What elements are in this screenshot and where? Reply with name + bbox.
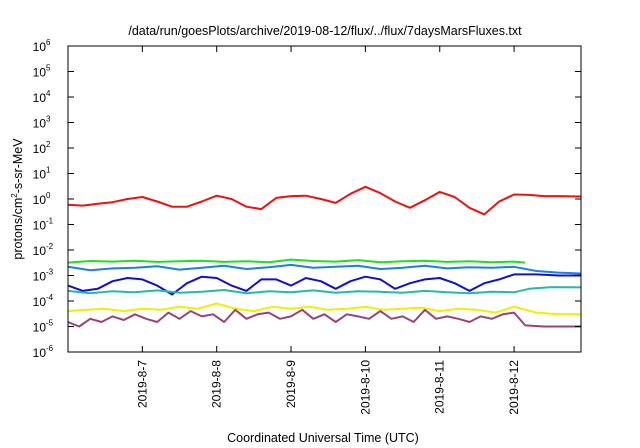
y-tick-label: 103 <box>33 115 51 131</box>
y-tick-label: 105 <box>33 64 51 80</box>
y-tick-label: 10-3 <box>33 268 54 284</box>
y-tick-exp: -6 <box>46 344 54 353</box>
y-tick-label: 10-5 <box>33 319 54 335</box>
series-line-4 <box>67 286 582 295</box>
y-tick-label: 102 <box>33 140 51 156</box>
series-line-1 <box>67 258 526 264</box>
y-tick-exp: 5 <box>46 64 51 73</box>
y-tick-exp: -4 <box>46 293 54 302</box>
y-tick-base: 10 <box>33 91 47 105</box>
y-tick-base: 10 <box>33 321 47 335</box>
y-tick-base: 10 <box>33 117 47 131</box>
y-tick-exp: 3 <box>46 115 51 124</box>
x-tick-label: 2019-8-11 <box>433 360 447 414</box>
y-tick-base: 10 <box>33 295 47 309</box>
y-tick-base: 10 <box>33 142 47 156</box>
y-tick-label: 10-2 <box>33 242 54 258</box>
y-tick-base: 10 <box>33 40 47 54</box>
x-tick-label: 2019-8-7 <box>135 360 149 408</box>
y-tick-base: 10 <box>33 346 47 360</box>
y-tick-exp: -2 <box>46 242 54 251</box>
series-line-5 <box>67 302 581 316</box>
y-tick-base: 10 <box>33 168 47 182</box>
x-tick-label: 2019-8-9 <box>284 360 298 408</box>
y-tick-label: 101 <box>33 166 51 182</box>
y-tick-exp: 2 <box>46 140 51 149</box>
series-line-2 <box>67 263 582 275</box>
x-axis-title: Coordinated Universal Time (UTC) <box>227 431 419 445</box>
series-line-0 <box>67 185 582 216</box>
y-tick-label: 104 <box>33 89 51 105</box>
y-axis: 10-610-510-410-310-210-11001011021031041… <box>33 38 581 360</box>
y-axis-title-rest: -s-sr-MeV <box>11 138 25 194</box>
x-tick-label: 2019-8-12 <box>507 360 521 415</box>
y-tick-exp: -5 <box>46 319 54 328</box>
y-tick-label: 106 <box>33 38 51 54</box>
x-tick-label: 2019-8-8 <box>210 360 224 408</box>
y-tick-exp: 4 <box>46 89 51 98</box>
y-tick-label: 10-6 <box>33 344 54 360</box>
chart-title: /data/run/goesPlots/archive/2019-08-12/f… <box>128 24 522 38</box>
y-tick-base: 10 <box>33 66 47 80</box>
y-tick-exp: -1 <box>46 217 54 226</box>
y-axis-title: protons/cm2-s-sr-MeV <box>10 138 25 260</box>
series-layer <box>67 185 582 328</box>
y-tick-base: 10 <box>33 244 47 258</box>
y-tick-base: 10 <box>33 193 47 207</box>
y-tick-base: 10 <box>33 270 47 284</box>
y-axis-title-exponent: 2 <box>10 193 19 198</box>
x-axis: 2019-8-7 2019-8-8 2019-8-9 2019-8-10 2019-8-… <box>135 46 521 415</box>
y-tick-label: 100 <box>33 191 51 207</box>
x-tick-label: 2019-8-10 <box>358 360 372 415</box>
y-tick-exp: 6 <box>46 38 51 47</box>
y-tick-exp: 1 <box>46 166 51 175</box>
y-tick-label: 10-1 <box>33 217 54 233</box>
y-tick-base: 10 <box>33 219 47 233</box>
y-tick-exp: 0 <box>46 191 51 200</box>
y-axis-title-unit: protons/cm <box>11 198 25 260</box>
y-tick-label: 10-4 <box>33 293 54 309</box>
series-line-3 <box>67 273 581 296</box>
series-line-6 <box>67 308 581 328</box>
y-tick-exp: -3 <box>46 268 54 277</box>
